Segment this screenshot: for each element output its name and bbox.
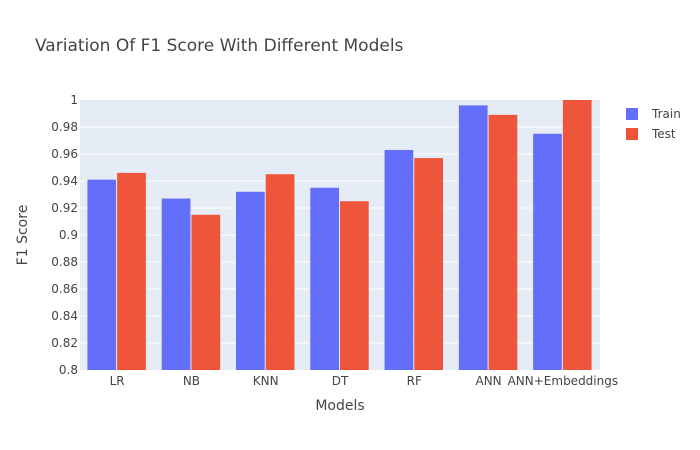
y-tick-label: 0.98 bbox=[51, 120, 78, 134]
bar-test-lr[interactable] bbox=[117, 172, 146, 370]
y-tick-label: 0.88 bbox=[51, 255, 78, 269]
bar-train-rf[interactable] bbox=[384, 149, 414, 370]
bar-test-knn[interactable] bbox=[265, 174, 295, 370]
y-tick-label: 0.86 bbox=[51, 282, 78, 296]
x-axis-ticks: LR NB KNN DT RF ANN ANN+Embeddings bbox=[110, 374, 618, 388]
bar-test-rf[interactable] bbox=[414, 158, 443, 370]
y-tick-label: 0.9 bbox=[59, 228, 78, 242]
y-tick-label: 0.84 bbox=[51, 309, 78, 323]
chart-title: Variation Of F1 Score With Different Mod… bbox=[35, 36, 404, 56]
bar-test-nb[interactable] bbox=[191, 214, 221, 370]
bar-train-dt[interactable] bbox=[310, 187, 339, 370]
x-tick-label: ANN bbox=[475, 374, 501, 388]
y-tick-label: 0.96 bbox=[51, 147, 78, 161]
y-axis-title: F1 Score bbox=[15, 205, 31, 266]
x-tick-label: LR bbox=[110, 374, 125, 388]
x-tick-label: KNN bbox=[253, 374, 279, 388]
x-tick-label: ANN+Embeddings bbox=[508, 374, 619, 388]
x-tick-label: NB bbox=[183, 374, 200, 388]
y-tick-label: 0.94 bbox=[51, 174, 78, 188]
bar-train-knn[interactable] bbox=[236, 191, 265, 370]
y-tick-label: 0.8 bbox=[59, 363, 78, 377]
bars bbox=[87, 100, 592, 371]
bar-train-ann-embeddings[interactable] bbox=[533, 133, 562, 370]
x-tick-label: DT bbox=[332, 374, 349, 388]
y-axis-ticks: 0.8 0.82 0.84 0.86 0.88 0.9 0.92 0.94 0.96 0.98 1 bbox=[51, 93, 78, 377]
bar-test-dt[interactable] bbox=[340, 201, 369, 370]
legend-label-train: Train bbox=[651, 107, 681, 121]
x-axis-title: Models bbox=[315, 398, 364, 414]
bar-train-nb[interactable] bbox=[161, 198, 191, 370]
legend-item-train[interactable]: Train bbox=[626, 107, 681, 121]
legend-swatch-test bbox=[626, 128, 638, 140]
bar-train-lr[interactable] bbox=[87, 179, 117, 370]
y-tick-label: 1 bbox=[70, 93, 78, 107]
legend-item-test[interactable]: Test bbox=[626, 127, 676, 141]
bar-train-ann[interactable] bbox=[458, 105, 488, 371]
legend-label-test: Test bbox=[651, 127, 676, 141]
legend-swatch-train bbox=[626, 108, 638, 120]
bar-test-ann-embeddings[interactable] bbox=[562, 100, 592, 370]
y-tick-label: 0.92 bbox=[51, 201, 78, 215]
y-tick-label: 0.82 bbox=[51, 336, 78, 350]
x-tick-label: RF bbox=[407, 374, 422, 388]
bar-test-ann[interactable] bbox=[488, 114, 518, 370]
legend: Train Test bbox=[626, 107, 681, 141]
